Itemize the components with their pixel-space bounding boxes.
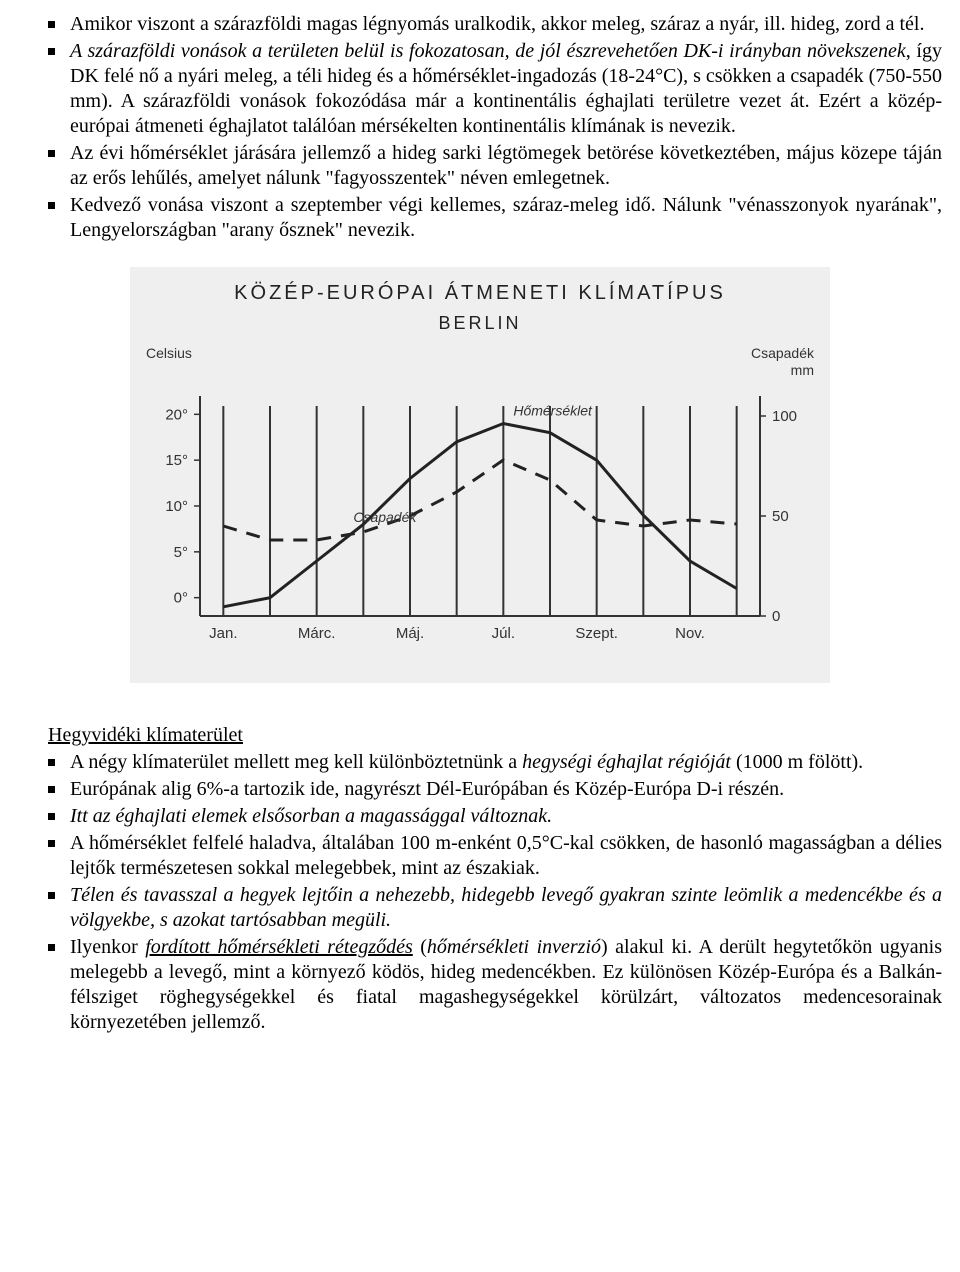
bullet-list-2: A négy klímaterület mellett meg kell kül… (18, 750, 942, 1035)
svg-text:100: 100 (772, 408, 797, 425)
svg-text:Máj.: Máj. (396, 625, 424, 642)
list-item: Télen és tavasszal a hegyek lejtőin a ne… (48, 883, 942, 933)
svg-text:Jan.: Jan. (209, 625, 237, 642)
svg-text:Márc.: Márc. (298, 625, 336, 642)
list-item: Az évi hőmérséklet járására jellemző a h… (48, 141, 942, 191)
svg-text:Hőmérséklet: Hőmérséklet (513, 402, 593, 418)
list-item: Itt az éghajlati elemek elsősorban a mag… (48, 804, 942, 829)
svg-text:Júl.: Júl. (492, 625, 515, 642)
chart-title: KÖZÉP-EURÓPAI ÁTMENETI KLÍMATÍPUS (140, 281, 820, 306)
list-item: A szárazföldi vonások a területen belül … (48, 39, 942, 139)
chart-subtitle: BERLIN (140, 312, 820, 335)
svg-text:50: 50 (772, 508, 789, 525)
svg-text:20°: 20° (165, 406, 188, 423)
svg-text:5°: 5° (174, 543, 188, 560)
svg-text:15°: 15° (165, 452, 188, 469)
list-item: Európának alig 6%-a tartozik ide, nagyré… (48, 777, 942, 802)
list-item: A hőmérséklet felfelé haladva, általában… (48, 831, 942, 881)
bullet-list-1: Amikor viszont a szárazföldi magas légny… (18, 12, 942, 243)
list-item: Amikor viszont a szárazföldi magas légny… (48, 12, 942, 37)
list-item: Ilyenkor fordított hőmérsékleti rétegződ… (48, 935, 942, 1035)
svg-text:Nov.: Nov. (675, 625, 705, 642)
right-axis-unit: Csapadék mm (751, 345, 814, 380)
left-axis-unit: Celsius (146, 345, 192, 380)
svg-text:Csapadék: Csapadék (353, 509, 417, 525)
list-item: A négy klímaterület mellett meg kell kül… (48, 750, 942, 775)
svg-text:Szept.: Szept. (575, 625, 618, 642)
section-heading: Hegyvidéki klímaterület (48, 723, 942, 748)
svg-text:10°: 10° (165, 498, 188, 515)
svg-text:0°: 0° (174, 589, 188, 606)
list-item: Kedvező vonása viszont a szeptember végi… (48, 193, 942, 243)
climate-chart: KÖZÉP-EURÓPAI ÁTMENETI KLÍMATÍPUS BERLIN… (130, 267, 830, 683)
svg-text:0: 0 (772, 608, 780, 625)
chart-svg: 20° 15° 10° 5° 0° 100 50 0 Jan. Márc. Máj. Júl. Szep… (140, 386, 820, 666)
